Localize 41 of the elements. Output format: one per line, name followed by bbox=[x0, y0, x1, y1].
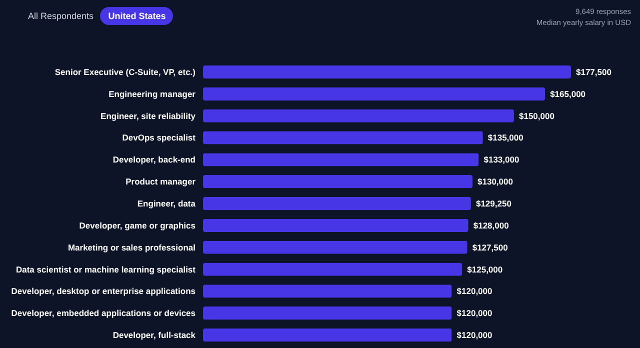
data-label: $150,000 bbox=[518, 110, 555, 121]
data-label: $165,000 bbox=[550, 88, 586, 99]
bar bbox=[203, 240, 468, 254]
y-tick-label: Engineer, site reliability bbox=[100, 110, 196, 121]
bar bbox=[203, 196, 471, 210]
bar bbox=[203, 175, 473, 188]
bar bbox=[203, 87, 546, 100]
bar bbox=[203, 262, 462, 276]
y-tick-label: Developer, embedded applications or devices bbox=[11, 308, 196, 318]
data-label: $129,250 bbox=[476, 198, 512, 208]
data-label: $125,000 bbox=[467, 264, 503, 274]
bar bbox=[203, 284, 452, 298]
y-tick-label: Marketing or sales professional bbox=[68, 242, 196, 252]
y-tick-label: Senior Executive (C-Suite, VP, etc.) bbox=[54, 66, 196, 77]
data-label: $120,000 bbox=[456, 308, 493, 318]
data-label: $128,000 bbox=[473, 220, 510, 230]
bar bbox=[203, 131, 483, 144]
data-label: $177,500 bbox=[576, 66, 612, 77]
text: All Respondents bbox=[28, 11, 94, 21]
y-tick-label: Data scientist or machine learning specialist bbox=[16, 264, 196, 274]
bar bbox=[203, 65, 571, 79]
bar bbox=[203, 328, 452, 342]
y-tick-label: Product manager bbox=[126, 176, 196, 187]
data-label: $135,000 bbox=[488, 132, 524, 143]
y-tick-label: Developer, back-end bbox=[112, 154, 196, 165]
y-tick-label: Engineering manager bbox=[108, 88, 196, 99]
data-label: $120,000 bbox=[456, 330, 493, 340]
y-tick-label: Developer, full-stack bbox=[112, 330, 196, 340]
bar bbox=[203, 109, 514, 122]
text: United States bbox=[108, 11, 166, 21]
bar bbox=[203, 306, 452, 320]
bar bbox=[203, 218, 468, 232]
y-tick-label: Engineer, data bbox=[137, 198, 196, 208]
y-tick-label: Developer, game or graphics bbox=[79, 220, 196, 230]
data-label: $133,000 bbox=[484, 154, 520, 165]
data-label: $130,000 bbox=[478, 176, 514, 187]
data-label: $127,500 bbox=[472, 242, 508, 252]
data-label: $120,000 bbox=[456, 286, 493, 296]
y-tick-label: Developer, desktop or enterprise applications bbox=[11, 286, 196, 296]
bar bbox=[203, 153, 479, 166]
y-tick-label: DevOps specialist bbox=[122, 132, 196, 143]
